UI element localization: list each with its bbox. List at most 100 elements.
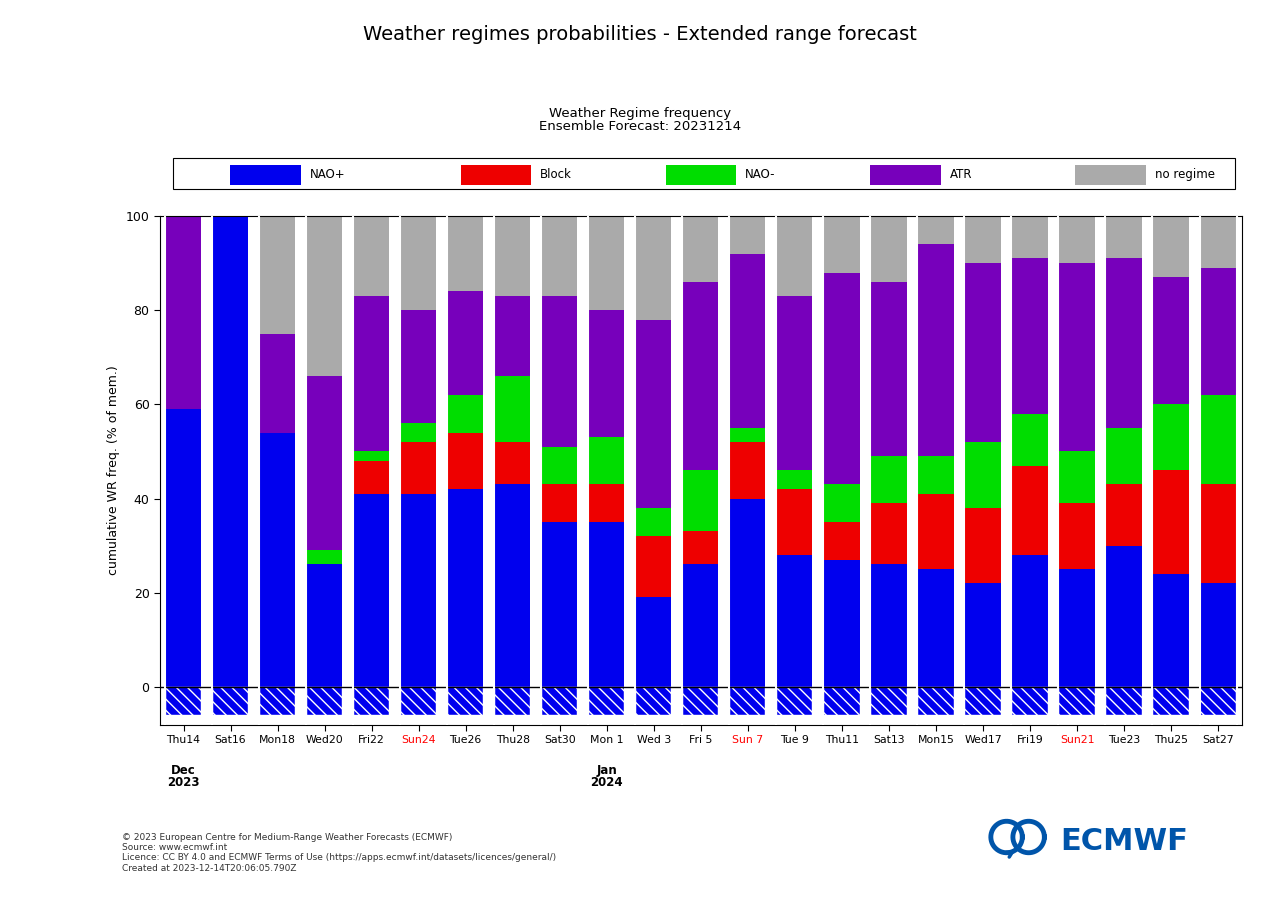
Bar bbox=[1153, 216, 1189, 277]
Bar bbox=[543, 296, 577, 446]
Bar bbox=[918, 494, 954, 569]
Text: NAO+: NAO+ bbox=[310, 168, 346, 181]
Bar bbox=[777, 555, 813, 687]
Bar bbox=[166, 216, 201, 409]
Bar bbox=[1153, 574, 1189, 687]
Bar bbox=[777, 489, 813, 555]
Bar bbox=[730, 442, 765, 499]
Bar bbox=[1153, 471, 1189, 574]
Bar bbox=[636, 216, 672, 320]
Bar bbox=[1060, 452, 1094, 503]
Bar bbox=[495, 216, 530, 296]
Bar bbox=[1012, 687, 1047, 716]
Text: 2024: 2024 bbox=[590, 776, 623, 788]
Bar bbox=[872, 282, 906, 456]
Bar bbox=[355, 296, 389, 452]
Bar bbox=[730, 254, 765, 428]
Bar bbox=[824, 216, 859, 273]
Bar bbox=[543, 216, 577, 296]
Bar bbox=[166, 687, 201, 716]
Bar bbox=[589, 484, 625, 522]
Bar bbox=[1060, 263, 1094, 452]
Bar bbox=[872, 503, 906, 564]
Bar bbox=[777, 216, 813, 296]
Bar bbox=[495, 484, 530, 687]
Bar bbox=[684, 687, 718, 716]
Text: © 2023 European Centre for Medium-Range Weather Forecasts (ECMWF)
Source: www.ec: © 2023 European Centre for Medium-Range … bbox=[122, 832, 556, 873]
Bar bbox=[636, 598, 672, 687]
Bar bbox=[355, 494, 389, 687]
Bar bbox=[684, 216, 718, 282]
Bar bbox=[1012, 414, 1047, 465]
Bar bbox=[684, 471, 718, 532]
Bar bbox=[1012, 258, 1047, 414]
Bar bbox=[589, 687, 625, 716]
Bar bbox=[212, 216, 248, 687]
Bar bbox=[401, 494, 436, 687]
Text: ECMWF: ECMWF bbox=[1060, 827, 1188, 856]
Bar bbox=[166, 409, 201, 687]
Bar bbox=[684, 564, 718, 687]
Bar bbox=[1060, 503, 1094, 569]
Bar bbox=[1201, 268, 1235, 395]
Bar bbox=[355, 461, 389, 494]
Bar bbox=[1012, 555, 1047, 687]
Bar bbox=[824, 522, 859, 560]
Bar bbox=[260, 216, 296, 334]
Bar bbox=[918, 244, 954, 456]
Bar bbox=[824, 484, 859, 522]
Bar bbox=[965, 263, 1001, 442]
Bar bbox=[260, 334, 296, 433]
Bar bbox=[448, 489, 484, 687]
Bar bbox=[543, 446, 577, 484]
Bar bbox=[777, 471, 813, 489]
Bar bbox=[589, 437, 625, 484]
Bar bbox=[636, 536, 672, 598]
Bar bbox=[1153, 404, 1189, 470]
Bar bbox=[872, 216, 906, 282]
Bar bbox=[307, 216, 342, 376]
Bar bbox=[589, 216, 625, 310]
Bar bbox=[495, 376, 530, 442]
Bar bbox=[918, 456, 954, 494]
Bar bbox=[1153, 687, 1189, 716]
Text: 2023: 2023 bbox=[168, 776, 200, 788]
Text: Block: Block bbox=[540, 168, 572, 181]
Bar bbox=[448, 433, 484, 489]
Bar bbox=[1201, 687, 1235, 716]
Text: Dec: Dec bbox=[172, 764, 196, 777]
Bar bbox=[730, 428, 765, 442]
Text: ATR: ATR bbox=[950, 168, 973, 181]
Bar bbox=[777, 687, 813, 716]
Bar bbox=[918, 216, 954, 244]
Bar bbox=[872, 564, 906, 687]
Bar bbox=[684, 532, 718, 564]
Bar bbox=[824, 273, 859, 484]
Bar bbox=[872, 687, 906, 716]
Bar bbox=[401, 310, 436, 423]
Bar bbox=[730, 499, 765, 687]
Bar bbox=[495, 687, 530, 716]
Bar bbox=[918, 687, 954, 716]
Bar bbox=[1201, 395, 1235, 484]
Bar bbox=[401, 216, 436, 310]
Bar bbox=[260, 433, 296, 687]
Bar bbox=[1012, 216, 1047, 258]
Bar bbox=[1060, 687, 1094, 716]
Bar bbox=[824, 560, 859, 687]
Bar bbox=[965, 442, 1001, 508]
Bar bbox=[1201, 484, 1235, 583]
Bar bbox=[307, 550, 342, 564]
Bar bbox=[448, 395, 484, 433]
Bar bbox=[260, 687, 296, 716]
Bar bbox=[355, 216, 389, 296]
Bar bbox=[1106, 545, 1142, 687]
Bar bbox=[355, 452, 389, 461]
Text: Weather regimes probabilities - Extended range forecast: Weather regimes probabilities - Extended… bbox=[364, 25, 916, 44]
Bar bbox=[355, 687, 389, 716]
Bar bbox=[1201, 216, 1235, 268]
Bar bbox=[1060, 569, 1094, 687]
Bar bbox=[1153, 277, 1189, 404]
Bar bbox=[307, 376, 342, 550]
Bar bbox=[448, 292, 484, 395]
